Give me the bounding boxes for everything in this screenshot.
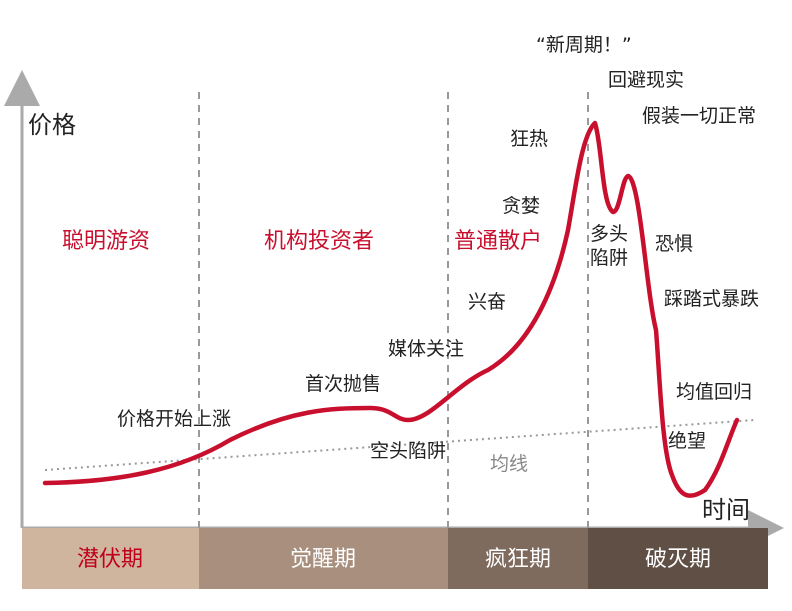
phase-label-mania: 疯狂期 — [485, 547, 551, 572]
investor-label-smart-money: 聪明游资 — [62, 229, 150, 254]
phase-label-bust: 破灭期 — [645, 547, 711, 572]
phase-block-latent — [22, 528, 199, 589]
phase-block-awakening — [199, 528, 448, 589]
annotation-new-cycle: “新周期！” — [536, 34, 632, 56]
phase-bar: 潜伏期 觉醒期 疯狂期 破灭期 — [22, 528, 768, 589]
annotation-price-rise: 价格开始上涨 — [117, 408, 231, 430]
annotation-bull-trap: 多头 陷阱 — [590, 223, 634, 269]
annotation-despair: 绝望 — [668, 430, 706, 452]
y-axis-label: 价格 — [28, 111, 76, 139]
annotation-first-sell: 首次抛售 — [305, 373, 381, 395]
phase-label-latent: 潜伏期 — [77, 547, 143, 572]
annotation-mean-revert: 均值回归 — [676, 381, 752, 403]
annotation-mean-line: 均线 — [490, 453, 528, 475]
x-axis-label: 时间 — [702, 496, 750, 524]
mean-line — [44, 419, 756, 471]
annotation-short-trap: 空头陷阱 — [370, 440, 446, 462]
phase-label-awakening: 觉醒期 — [290, 547, 356, 572]
annotation-avoid-reality: 回避现实 — [608, 69, 684, 91]
annotation-greed: 贪婪 — [502, 195, 540, 217]
annotation-mania: 狂热 — [510, 128, 548, 150]
phase-block-bust — [588, 528, 768, 589]
annotation-fear: 恐惧 — [655, 233, 693, 255]
annotation-stampede: 踩踏式暴跌 — [664, 288, 759, 310]
annotation-media: 媒体关注 — [388, 338, 464, 360]
price-curve — [42, 120, 740, 498]
annotation-pretend-normal: 假装一切正常 — [642, 105, 756, 127]
phase-block-mania — [448, 528, 588, 589]
annotation-excitement: 兴奋 — [468, 291, 506, 313]
investor-label-retail: 普通散户 — [454, 229, 542, 254]
investor-label-institutional: 机构投资者 — [264, 229, 374, 254]
